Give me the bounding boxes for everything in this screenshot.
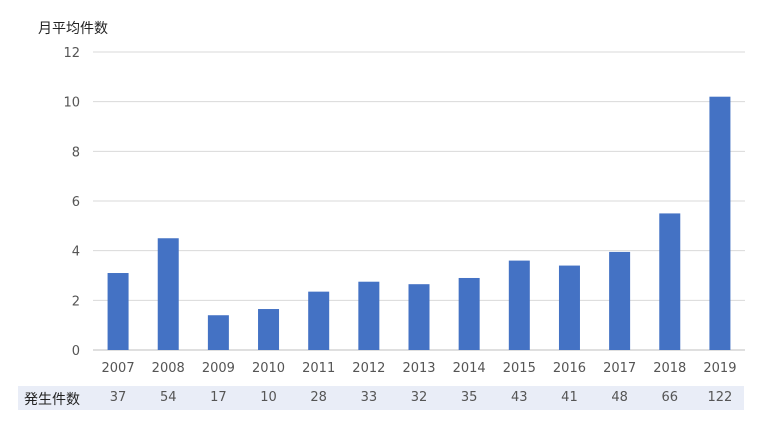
bar-2007 <box>107 273 129 350</box>
y-tick-label: 12 <box>63 46 80 61</box>
bar-2008 <box>157 238 179 350</box>
x-tick-label: 2009 <box>202 361 235 376</box>
count-cell: 28 <box>310 390 327 405</box>
y-tick-label: 10 <box>63 96 80 111</box>
count-cell: 66 <box>661 390 679 405</box>
x-tick-label: 2013 <box>402 361 435 376</box>
bar-2018 <box>659 213 681 350</box>
bar-2015 <box>508 260 530 350</box>
bar-chart: 0 2 4 6 8 10 12 2007 2008 2009 2010 2011 2012 2013 201… <box>63 46 745 376</box>
y-tick-label: 0 <box>72 344 80 359</box>
bar-2009 <box>207 315 229 350</box>
x-tick-label: 2019 <box>703 361 736 376</box>
bar-2012 <box>358 281 380 350</box>
bar-2013 <box>408 284 430 350</box>
count-cell: 122 <box>707 390 733 405</box>
x-tick-label: 2015 <box>503 361 536 376</box>
x-tick-label: 2016 <box>553 361 586 376</box>
count-cell: 17 <box>210 390 227 405</box>
count-cell: 35 <box>460 390 478 405</box>
count-table-band <box>18 386 744 410</box>
count-cell: 41 <box>561 390 578 405</box>
bar-2010 <box>258 309 280 350</box>
bar-2019 <box>709 96 731 350</box>
y-tick-label: 2 <box>72 294 80 309</box>
count-table-label: 発生件数 <box>24 392 80 408</box>
count-cell: 43 <box>511 390 528 405</box>
x-tick-label: 2014 <box>453 361 486 376</box>
count-cell: 37 <box>109 390 127 405</box>
y-axis-title: 月平均件数 <box>38 21 108 37</box>
bar-2017 <box>609 251 631 350</box>
count-cell: 54 <box>159 390 177 405</box>
y-tick-label: 6 <box>72 195 80 210</box>
x-tick-label: 2010 <box>252 361 285 376</box>
bar-2014 <box>458 277 480 350</box>
x-tick-label: 2018 <box>653 361 686 376</box>
y-tick-label: 8 <box>72 145 80 160</box>
count-cell: 32 <box>410 390 428 405</box>
count-cell: 33 <box>360 390 378 405</box>
bar-2011 <box>308 291 330 350</box>
x-tick-label: 2007 <box>102 361 135 376</box>
x-tick-label: 2011 <box>302 361 335 376</box>
count-cell: 48 <box>611 390 628 405</box>
x-tick-label: 2017 <box>603 361 636 376</box>
x-tick-label: 2012 <box>352 361 385 376</box>
x-tick-label: 2008 <box>152 361 185 376</box>
count-cell: 10 <box>260 390 277 405</box>
bar-2016 <box>558 265 580 350</box>
y-tick-label: 4 <box>72 245 80 260</box>
